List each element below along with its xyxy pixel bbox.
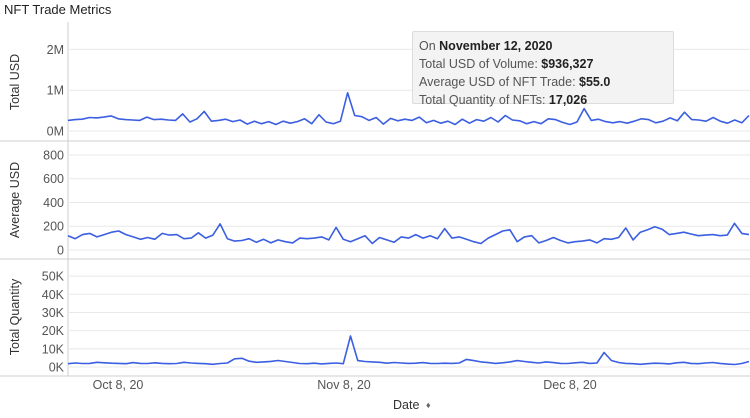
y-tick-label: 2M bbox=[47, 43, 64, 57]
y-tick-label: 30K bbox=[42, 306, 65, 320]
y-tick-label: 0 bbox=[57, 244, 64, 258]
tooltip-volume-value: $936,327 bbox=[541, 57, 594, 71]
x-tick-label: Dec 8, 20 bbox=[543, 378, 597, 392]
y-axis-label: Total Quantity bbox=[8, 278, 22, 355]
y-tick-label: 200 bbox=[43, 220, 64, 234]
tooltip-date: November 12, 2020 bbox=[439, 39, 553, 53]
tooltip-avg-value: $55.0 bbox=[579, 75, 611, 89]
y-tick-label: 0M bbox=[47, 125, 64, 139]
series-line bbox=[67, 335, 750, 366]
hover-tooltip: On November 12, 2020 Total USD of Volume… bbox=[412, 31, 674, 107]
y-tick-label: 10K bbox=[42, 342, 65, 356]
y-tick-label: 1M bbox=[47, 84, 64, 98]
y-tick-label: 40K bbox=[42, 288, 65, 302]
y-tick-label: 600 bbox=[43, 172, 64, 186]
tooltip-qty-line: Total Quantity of NFTs: 17,026 bbox=[419, 93, 588, 107]
y-axis-label: Total USD bbox=[8, 54, 22, 110]
chart-title: NFT Trade Metrics bbox=[4, 2, 112, 17]
y-tick-label: 800 bbox=[43, 148, 64, 162]
y-tick-label: 400 bbox=[43, 196, 64, 210]
series-line bbox=[67, 222, 750, 245]
x-axis-label[interactable]: Date bbox=[393, 398, 420, 412]
y-axis-label: Average USD bbox=[8, 162, 22, 238]
sort-icon[interactable]: ♦ bbox=[426, 400, 431, 410]
y-tick-label: 50K bbox=[42, 270, 65, 284]
series-line bbox=[67, 92, 750, 126]
y-tick-label: 20K bbox=[42, 324, 65, 338]
tooltip-qty-value: 17,026 bbox=[548, 93, 588, 107]
tooltip-volume-line: Total USD of Volume: $936,327 bbox=[419, 57, 594, 71]
tooltip-date-line: On November 12, 2020 bbox=[419, 39, 553, 53]
x-tick-label: Nov 8, 20 bbox=[317, 378, 371, 392]
x-tick-label: Oct 8, 20 bbox=[93, 378, 144, 392]
tooltip-avg-line: Average USD of NFT Trade: $55.0 bbox=[419, 75, 611, 89]
y-tick-label: 0K bbox=[49, 361, 65, 375]
